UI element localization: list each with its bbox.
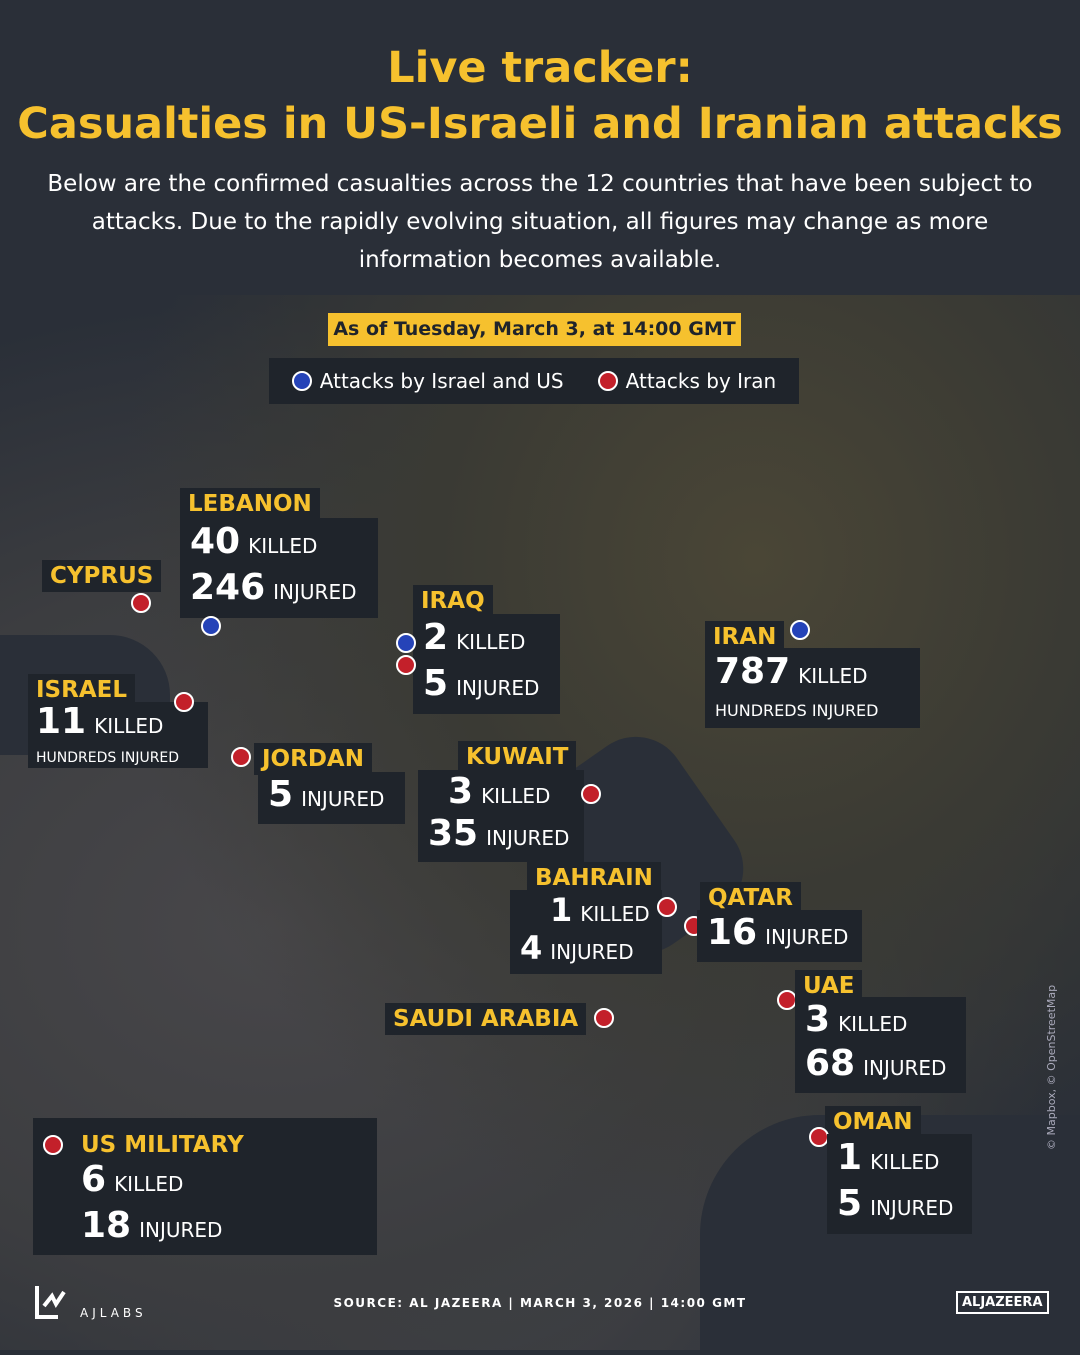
marker-jordan[interactable] (231, 747, 251, 767)
marker-iraq-blue[interactable] (396, 633, 416, 653)
map-credit: © Mapbox, © OpenStreetMap (1045, 984, 1058, 1150)
marker-iraq-red[interactable] (396, 655, 416, 675)
stats-lebanon: 40 KILLED 246 INJURED (180, 518, 378, 618)
marker-lebanon[interactable] (201, 616, 221, 636)
ajlabs-logo: AJLABS (34, 1284, 147, 1320)
label-jordan: JORDAN (254, 743, 372, 775)
intro-text: Below are the confirmed casualties acros… (47, 171, 1033, 273)
marker-saudi-arabia[interactable] (594, 1008, 614, 1028)
aljazeera-logo: ALJAZEERA (956, 1291, 1049, 1314)
label-kuwait: KUWAIT (458, 741, 577, 773)
label-cyprus: CYPRUS (42, 560, 162, 592)
marker-iran[interactable] (790, 620, 810, 640)
stats-uae: 3 KILLED 68 INJURED (795, 997, 966, 1093)
label-lebanon: LEBANON (180, 488, 320, 520)
stats-iran: 787 KILLED HUNDREDS INJURED (705, 648, 920, 728)
label-qatar: QATAR (700, 882, 801, 914)
label-saudi-arabia: SAUDI ARABIA (385, 1003, 587, 1035)
stats-jordan: 5 INJURED (258, 772, 405, 824)
source-footer: SOURCE: AL JAZEERA | MARCH 3, 2026 | 14:… (333, 1296, 747, 1310)
label-iraq: IRAQ (413, 585, 493, 617)
chart-line-icon (35, 1286, 66, 1319)
stats-israel: 11 KILLED HUNDREDS INJURED (28, 702, 208, 768)
stats-oman: 1 KILLED 5 INJURED (827, 1134, 972, 1234)
stats-us-military: US MILITARY 6 KILLED 18 INJURED (33, 1118, 377, 1255)
stats-kuwait: 3 KILLED 35 INJURED (418, 770, 584, 862)
marker-bahrain[interactable] (657, 897, 677, 917)
stats-bahrain: 1 KILLED 4 INJURED (510, 890, 662, 974)
marker-kuwait[interactable] (581, 784, 601, 804)
date-banner: As of Tuesday, March 3, at 14:00 GMT (328, 313, 741, 346)
blue-dot-icon (291, 371, 312, 391)
marker-oman[interactable] (809, 1127, 829, 1147)
marker-uae[interactable] (777, 990, 797, 1010)
marker-cyprus[interactable] (131, 593, 151, 613)
stats-iraq: 2 KILLED 5 INJURED (413, 614, 560, 714)
label-uae: UAE (795, 970, 863, 1002)
label-israel: ISRAEL (28, 674, 136, 706)
label-iran: IRAN (705, 621, 785, 653)
legend: Attacks by Israel and US Attacks by Iran (269, 358, 799, 404)
label-bahrain: BAHRAIN (527, 862, 661, 894)
marker-israel[interactable] (174, 692, 194, 712)
marker-us-military[interactable] (43, 1135, 63, 1155)
stats-qatar: 16 INJURED (697, 910, 862, 962)
page-title: Live tracker: Casualties in US-Israeli an… (17, 43, 1063, 149)
label-oman: OMAN (825, 1106, 921, 1138)
red-dot-icon (597, 371, 618, 391)
